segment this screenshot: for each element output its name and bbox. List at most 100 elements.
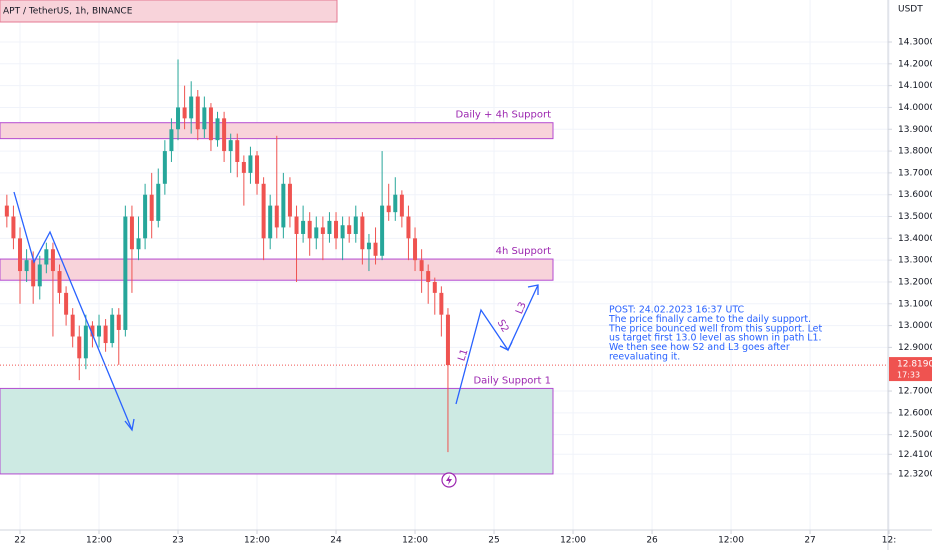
candle-body (222, 118, 227, 152)
candle-body (228, 140, 233, 152)
candle-body (149, 194, 154, 221)
annotation-line: POST: 24.02.2023 16:37 UTC (609, 305, 745, 316)
candle-body (97, 325, 102, 337)
y-tick-label: 13.8000 (898, 147, 932, 157)
candle-body (77, 336, 82, 359)
y-tick-label: 12.6000 (898, 408, 932, 418)
y-axis-label: USDT (898, 5, 923, 15)
candle-body (123, 216, 128, 330)
candle-body (294, 216, 299, 234)
candle-body (360, 216, 365, 250)
candle-body (432, 281, 437, 293)
candle-body (399, 194, 404, 217)
y-tick-label: 12.3200 (898, 469, 932, 479)
path-line (455, 284, 539, 405)
y-tick-label: 12.9000 (898, 343, 932, 353)
candle-body (445, 314, 450, 366)
candle-body (64, 292, 69, 315)
candle-body (281, 183, 286, 228)
annotation-line: us target first 13.0 level as shown in p… (609, 333, 821, 344)
candle-body (373, 242, 378, 256)
candle-body (18, 238, 23, 272)
candle-body (386, 205, 391, 213)
y-tick-label: 13.5000 (898, 212, 932, 222)
support-zone (0, 387, 554, 475)
candle-body (347, 225, 352, 234)
candle-body (11, 216, 16, 239)
last-price-box (889, 357, 932, 382)
candle-body (83, 325, 88, 359)
candle-body (156, 183, 161, 221)
candle-body (129, 216, 134, 250)
event-icon-glyph (446, 475, 452, 485)
candle-body (235, 140, 240, 162)
candle-body (202, 107, 207, 130)
candle-body (268, 205, 273, 239)
x-tick-label: 26 (646, 536, 658, 546)
annotation-line: The price finally came to the daily supp… (608, 314, 811, 325)
x-tick-label: 27 (804, 536, 815, 546)
candle-body (176, 107, 181, 130)
candle-body (103, 325, 108, 344)
zone-label: Daily + 4h Support (456, 110, 552, 121)
candle-body (353, 216, 358, 234)
candle-body (334, 220, 339, 239)
candle-body (248, 155, 253, 173)
y-tick-label: 14.1000 (898, 81, 932, 91)
candle-body (320, 227, 325, 234)
y-tick-label: 14.2000 (898, 59, 932, 69)
candle-body (136, 238, 141, 250)
candle-body (37, 264, 42, 287)
chart-title: APT / TetherUS, 1h, BINANCE (3, 7, 133, 17)
candle-body (44, 249, 49, 265)
arrow-head (124, 418, 135, 432)
zone-label: 4h Support (496, 246, 551, 257)
path-label: L3 (514, 301, 529, 316)
candle-body (24, 260, 29, 272)
candle-body (162, 151, 167, 184)
y-tick-label: 14.3000 (898, 37, 932, 47)
candle-body (406, 216, 411, 239)
annotation-line: We then see how S2 and L3 goes after (609, 342, 790, 353)
candle-body (366, 242, 371, 250)
last-price-label: 12.8190 (897, 360, 932, 370)
candle-body (287, 183, 292, 217)
arrow-head (499, 341, 513, 351)
candle-body (340, 225, 345, 239)
candle-body (380, 205, 385, 256)
x-tick-label: 25 (488, 536, 499, 546)
y-tick-label: 13.7000 (898, 168, 932, 178)
x-tick-label: 12:00 (718, 536, 744, 546)
y-tick-label: 13.0000 (898, 321, 932, 331)
x-tick-label: 12:00 (86, 536, 112, 546)
candle-body (426, 271, 431, 282)
y-tick-label: 13.6000 (898, 190, 932, 200)
candle-body (143, 194, 148, 239)
countdown-label: 17:33 (897, 371, 920, 380)
candle-body (50, 249, 55, 272)
y-tick-label: 13.4000 (898, 234, 932, 244)
candle-body (301, 220, 306, 234)
candle-body (307, 220, 312, 239)
candle-body (215, 118, 220, 141)
y-tick-label: 13.1000 (898, 299, 932, 309)
candle-body (195, 96, 200, 130)
x-tick-label: 12: (882, 536, 896, 546)
x-tick-label: 12:00 (560, 536, 586, 546)
candle-body (182, 107, 187, 119)
symbol-box (0, 0, 338, 23)
candle-body (439, 292, 444, 315)
annotation-line: The price bounced well from this support… (608, 323, 822, 334)
y-tick-label: 13.9000 (898, 125, 932, 135)
candle-body (4, 205, 9, 217)
candle-body (189, 96, 194, 119)
y-tick-label: 13.3000 (898, 256, 932, 266)
candle-body (255, 155, 260, 184)
support-zone (0, 258, 554, 281)
candle-body (208, 107, 213, 141)
y-tick-label: 12.5000 (898, 430, 932, 440)
path-line (13, 191, 133, 431)
candle-body (274, 205, 279, 228)
x-tick-label: 23 (172, 536, 183, 546)
